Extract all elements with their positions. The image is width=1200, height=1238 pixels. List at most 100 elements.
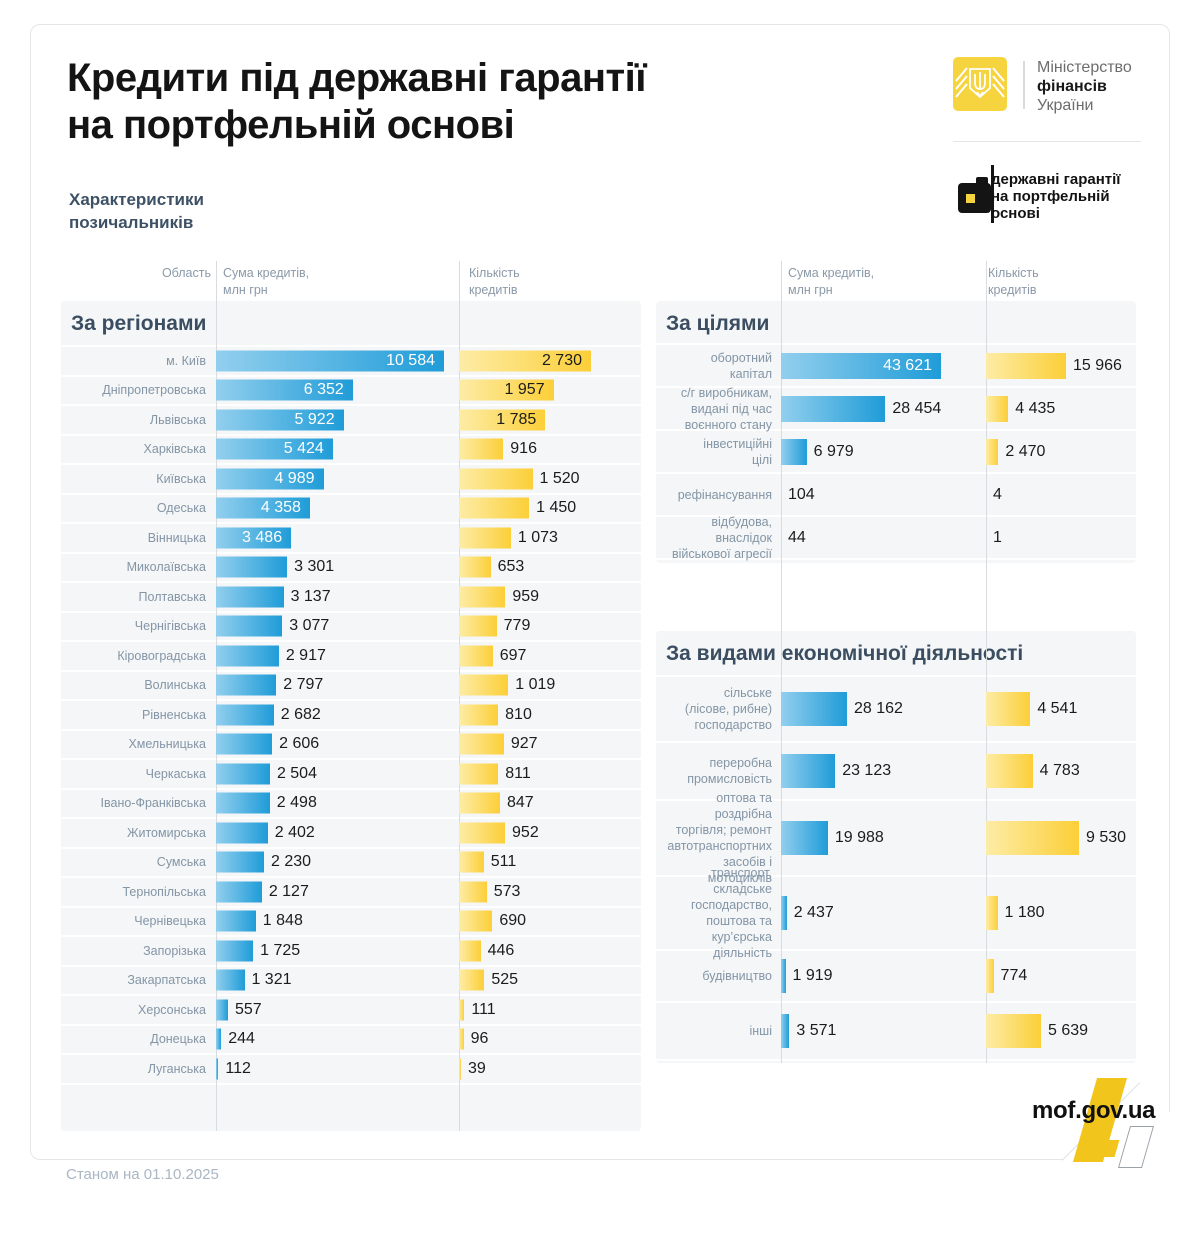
sum-bar-cell: 244 xyxy=(216,1026,459,1054)
count-bar xyxy=(459,556,491,578)
count-bar xyxy=(459,438,504,460)
bar-value: 23 123 xyxy=(842,762,892,779)
bar-value: 927 xyxy=(510,735,538,753)
table-row: Херсонська 557 111 xyxy=(61,996,641,1026)
bar-value: 4 xyxy=(993,485,1002,503)
row-label: переробна промисловість xyxy=(687,756,772,786)
bar-value: 774 xyxy=(1000,967,1028,984)
sum-bar-cell: 5 922 xyxy=(216,406,459,434)
bar-value: 446 xyxy=(487,941,515,959)
bar-value: 2 917 xyxy=(285,646,326,664)
sum-bar-cell: 104 xyxy=(781,474,986,515)
bar-value: 2 470 xyxy=(1005,442,1046,460)
count-bar xyxy=(459,851,484,873)
bar-value: 104 xyxy=(788,485,815,503)
row-label: Сумська xyxy=(156,855,206,870)
count-bar xyxy=(459,733,504,755)
axis-line xyxy=(986,261,987,1063)
bar-value: 111 xyxy=(471,1000,496,1018)
sum-bar xyxy=(216,556,288,578)
bar-value: 847 xyxy=(506,794,534,812)
sum-bar-cell: 2 402 xyxy=(216,819,459,847)
bar-value: 15 966 xyxy=(1073,356,1122,374)
count-bar-cell: 4 783 xyxy=(986,743,1136,799)
sum-bar-cell: 2 230 xyxy=(216,849,459,877)
infographic-card: Кредити під державні гарантії на портфел… xyxy=(30,24,1170,1160)
sum-bar xyxy=(216,645,279,667)
count-bar-cell: 446 xyxy=(459,937,641,965)
bar-value: 4 989 xyxy=(274,469,315,487)
table-row: Київська 4 989 1 520 xyxy=(61,465,641,495)
count-bar-cell: 916 xyxy=(459,436,641,464)
count-bar-cell: 9 530 xyxy=(986,801,1136,875)
row-label: Тернопільська xyxy=(122,884,206,899)
count-bar-cell: 39 xyxy=(459,1055,641,1083)
table-row: Львівська 5 922 1 785 xyxy=(61,406,641,436)
header-rule xyxy=(953,141,1141,142)
table-row: м. Київ 10 584 2 730 xyxy=(61,347,641,377)
sum-bar xyxy=(216,822,268,844)
briefcase-icon xyxy=(956,165,998,223)
bar-value: 44 xyxy=(788,528,806,546)
bar-value: 2 402 xyxy=(274,823,315,841)
bar-value: 5 922 xyxy=(294,410,335,428)
bar-value: 2 730 xyxy=(541,351,582,369)
row-label: Харківська xyxy=(143,442,206,457)
row-label: відбудова, внаслідок військової агресії xyxy=(671,514,772,561)
sum-bar-cell: 2 127 xyxy=(216,878,459,906)
axis-line xyxy=(781,261,782,1063)
sum-bar xyxy=(781,959,786,993)
count-bar xyxy=(986,959,994,993)
mof-site-url: mof.gov.ua xyxy=(1032,1097,1156,1124)
count-bar-cell: 1 073 xyxy=(459,524,641,552)
count-bar xyxy=(459,379,554,401)
table-row: с/г виробникам, видані під час воєнного … xyxy=(656,386,1136,432)
count-bar xyxy=(459,409,546,431)
sum-bar xyxy=(216,674,277,696)
table-row: переробна промисловість 23 123 4 783 xyxy=(656,743,1136,801)
regions-chart-panel: За регіонами м. Київ 10 584 2 730 Дніпропет… xyxy=(61,301,641,1131)
bar-value: 959 xyxy=(512,587,540,605)
sum-bar xyxy=(216,763,270,785)
row-label: сільське (лісове, рибне) господарство xyxy=(684,686,772,732)
table-row: транспорт, складське господарство, пошто… xyxy=(656,866,1136,960)
bar-value: 1 725 xyxy=(260,941,301,959)
sum-bar xyxy=(216,409,344,431)
count-bar-cell: 4 xyxy=(986,474,1136,515)
count-bar-cell: 927 xyxy=(459,731,641,759)
bar-value: 28 162 xyxy=(854,700,903,717)
bar-value: 1 919 xyxy=(792,967,833,984)
trident-icon xyxy=(955,67,1005,99)
sum-bar-cell: 5 424 xyxy=(216,436,459,464)
column-header-sum: Сума кредитів, млн грн xyxy=(788,266,875,297)
count-bar-cell: 4 541 xyxy=(986,677,1136,741)
sum-bar xyxy=(216,940,254,962)
count-bar-cell: 952 xyxy=(459,819,641,847)
count-bar-cell: 2 730 xyxy=(459,347,641,375)
count-bar-cell: 2 470 xyxy=(986,431,1136,472)
sum-bar xyxy=(216,379,353,401)
table-row: Харківська 5 424 916 xyxy=(61,436,641,465)
bar-value: 1 785 xyxy=(496,410,537,428)
bar-value: 96 xyxy=(470,1030,489,1048)
bar-value: 779 xyxy=(503,617,531,635)
sum-bar-cell: 28 162 xyxy=(781,677,986,741)
sum-bar xyxy=(216,438,333,460)
count-bar-cell: 1 785 xyxy=(459,406,641,434)
row-label: будівництво xyxy=(702,969,772,983)
bar-value: 1 957 xyxy=(504,381,545,399)
column-header-sum: Сума кредитів, млн грн xyxy=(223,266,310,297)
bar-value: 573 xyxy=(493,882,521,900)
bar-value: 9 530 xyxy=(1086,829,1127,846)
column-header-count: Кількість кредитів xyxy=(988,266,1039,297)
count-bar-cell: 96 xyxy=(459,1026,641,1054)
sum-bar xyxy=(781,821,828,855)
table-row: Луганська 112 39 xyxy=(61,1055,641,1085)
activity-chart-panel: За видами економічної діяльності сільськ… xyxy=(656,631,1136,1063)
bar-value: 525 xyxy=(491,971,519,989)
sum-bar xyxy=(216,910,256,932)
count-bar-cell: 653 xyxy=(459,554,641,582)
bar-value: 2 498 xyxy=(276,794,317,812)
count-bar-cell: 779 xyxy=(459,613,641,641)
table-row: Полтавська 3 137 959 xyxy=(61,583,641,613)
